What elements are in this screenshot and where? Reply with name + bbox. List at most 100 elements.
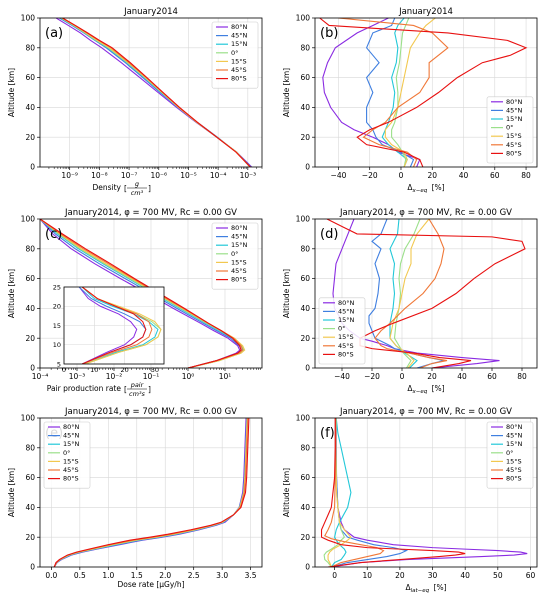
plot-frame bbox=[39, 17, 263, 168]
plot-frame bbox=[39, 417, 263, 568]
legend: 80°N45°N15°N0°15°S45°S80°S bbox=[43, 421, 91, 489]
legend-entry: 45°S bbox=[506, 466, 522, 474]
legend: 80°N45°N15°N0°15°S45°S80°S bbox=[211, 222, 259, 290]
x-tick-label: 10⁻⁹ bbox=[61, 171, 78, 180]
x-axis-label: Dose rate [µGy/h] bbox=[117, 580, 184, 589]
y-axis-label: Altitude [km] bbox=[7, 68, 16, 117]
y-tick-label: 100 bbox=[21, 215, 36, 224]
legend-entry: 15°S bbox=[506, 132, 522, 140]
x-axis-label: Pair production rate bbox=[47, 384, 122, 393]
legend-entry: 45°S bbox=[231, 66, 247, 74]
legend-box bbox=[211, 222, 259, 290]
inset-y-tick-label: 20 bbox=[53, 303, 61, 311]
legend-entry: 15°N bbox=[506, 440, 523, 448]
x-tick-label: 10⁻³ bbox=[69, 372, 86, 381]
panel-d: −40 −20 0 20 40 60 80 0 20 40 60 80 100 January2014, … bbox=[282, 208, 538, 395]
x-tick-label: 10⁻² bbox=[106, 372, 123, 381]
series-line bbox=[374, 219, 448, 368]
series-line bbox=[324, 418, 385, 567]
series-line bbox=[381, 18, 408, 167]
y-tick-label: 60 bbox=[300, 274, 310, 283]
x-axis-label-unit: [%] bbox=[429, 384, 444, 393]
x-tick-label: 10¹ bbox=[219, 372, 232, 381]
x-tick-label: 1.0 bbox=[102, 571, 114, 580]
x-tick-label: 60 bbox=[490, 171, 500, 180]
legend-entry: 45°N bbox=[506, 432, 523, 440]
series-line bbox=[62, 18, 251, 167]
x-tick-label: 10⁻⁶ bbox=[151, 171, 168, 180]
legend-entry: 0° bbox=[506, 124, 513, 132]
y-axis-label: Altitude [km] bbox=[282, 468, 291, 517]
inset-x-tick-label: 10 bbox=[90, 366, 98, 374]
chart-title: January2014 bbox=[123, 7, 178, 17]
y-tick-label: 60 bbox=[300, 73, 310, 82]
x-axis-label: Δx−eq [%] bbox=[407, 183, 444, 194]
legend-entry: 15°N bbox=[338, 316, 355, 324]
y-tick-label: 40 bbox=[25, 103, 35, 112]
legend-entry: 80°S bbox=[506, 149, 522, 157]
unit-numerator: g bbox=[135, 180, 139, 188]
x-tick-label: 40 bbox=[460, 571, 470, 580]
y-tick-label: 20 bbox=[300, 133, 310, 142]
x-axis-label-sub: x−eq bbox=[412, 188, 428, 194]
y-tick-label: 80 bbox=[25, 43, 35, 52]
chart-title: January2014, φ = 700 MV, Rc = 0.00 GV bbox=[339, 208, 512, 218]
series-line bbox=[368, 219, 445, 368]
y-tick-label: 100 bbox=[296, 14, 311, 23]
panel-label: (c) bbox=[45, 227, 62, 242]
panel-label: (b) bbox=[320, 26, 338, 41]
x-axis-label-symbol: Δ bbox=[407, 183, 413, 192]
series-line bbox=[78, 287, 138, 364]
x-tick-label: 50 bbox=[493, 571, 503, 580]
x-tick-label: 3.0 bbox=[216, 571, 228, 580]
series-line bbox=[81, 287, 159, 364]
series-line bbox=[320, 418, 466, 567]
y-tick-label: 60 bbox=[25, 274, 35, 283]
x-tick-label: 2.5 bbox=[188, 571, 200, 580]
legend-entry: 15°S bbox=[231, 57, 247, 65]
x-tick-label: 10⁰ bbox=[182, 372, 195, 381]
legend-entry: 15°S bbox=[231, 258, 247, 266]
x-tick-label: 80 bbox=[517, 372, 527, 381]
legend-entry: 45°N bbox=[338, 307, 355, 315]
legend-box bbox=[318, 297, 366, 365]
x-tick-label: 0.5 bbox=[74, 571, 86, 580]
series-line bbox=[389, 219, 418, 368]
x-axis-label: Δlat−eq [%] bbox=[405, 583, 446, 594]
legend-entry: 0° bbox=[231, 250, 238, 258]
x-tick-label: 20 bbox=[427, 372, 437, 381]
x-tick-label: 20 bbox=[395, 571, 405, 580]
series-line bbox=[384, 18, 436, 167]
legend-entry: 80°S bbox=[506, 475, 522, 483]
y-tick-label: 0 bbox=[30, 163, 35, 172]
x-axis-label: Density bbox=[92, 183, 121, 192]
y-tick-label: 20 bbox=[300, 334, 310, 343]
y-tick-label: 100 bbox=[21, 14, 36, 23]
x-tick-label: 20 bbox=[427, 171, 437, 180]
legend-entry: 80°N bbox=[338, 299, 355, 307]
legend-entry: 80°N bbox=[506, 423, 523, 431]
x-tick-label: 30 bbox=[428, 571, 438, 580]
unit-numerator: pair bbox=[130, 381, 145, 389]
series-line bbox=[393, 219, 421, 368]
y-tick-label: 60 bbox=[300, 473, 310, 482]
legend-entry: 80°N bbox=[231, 23, 248, 31]
legend-entry: 45°S bbox=[63, 466, 79, 474]
y-tick-label: 60 bbox=[25, 473, 35, 482]
inset-y-tick-label: 10 bbox=[53, 341, 61, 349]
series-line bbox=[40, 219, 241, 368]
y-tick-label: 0 bbox=[30, 364, 35, 373]
inset-x-tick-label: 30 bbox=[151, 366, 159, 374]
x-tick-label: 10⁻¹ bbox=[143, 372, 160, 381]
y-tick-label: 60 bbox=[25, 73, 35, 82]
inset-x-tick-label: 0 bbox=[62, 366, 66, 374]
y-axis-label: Altitude [km] bbox=[282, 68, 291, 117]
y-tick-label: 80 bbox=[25, 443, 35, 452]
x-tick-label: 60 bbox=[526, 571, 536, 580]
legend-entry: 15°S bbox=[63, 457, 79, 465]
series-line bbox=[389, 219, 430, 368]
inset-y-tick-label: 25 bbox=[53, 283, 61, 291]
legend-entry: 45°S bbox=[506, 141, 522, 149]
chart-title: January2014, φ = 700 MV, Rc = 0.00 GV bbox=[339, 407, 512, 417]
